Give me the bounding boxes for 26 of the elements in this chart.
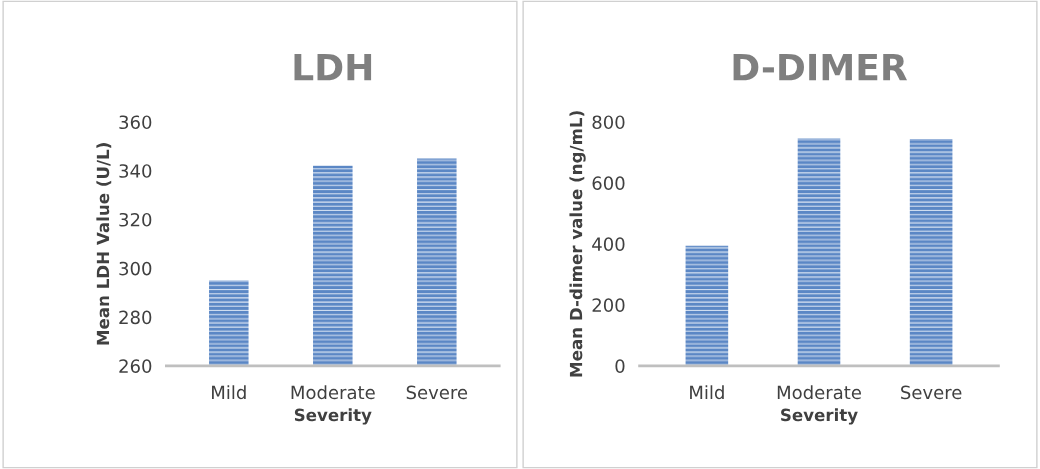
- y-tick-label: 600: [592, 176, 625, 191]
- y-tick-label: 320: [119, 212, 152, 227]
- y-tick-label: 400: [592, 237, 625, 251]
- y-tick-label: 280: [119, 310, 152, 325]
- y-tick-label: 0: [615, 359, 625, 373]
- x-tick-label: Moderate: [291, 385, 375, 400]
- bar: [909, 139, 953, 366]
- y-tick-label: 360: [119, 115, 152, 130]
- x-axis-title: Severity: [294, 408, 372, 425]
- bar: [797, 138, 841, 366]
- x-tick-label: Severe: [901, 385, 962, 400]
- chart-title: LDH: [294, 53, 372, 81]
- y-tick-label: 340: [119, 164, 152, 178]
- y-axis-title: Mean LDH Value (U/L): [96, 143, 112, 345]
- x-tick-label: Moderate: [777, 385, 861, 400]
- x-tick-label: Mild: [690, 385, 724, 400]
- chart-title: D-DIMER: [733, 53, 907, 81]
- y-axis-title: Mean D-dimer value (ng/mL): [569, 111, 586, 377]
- bar: [685, 245, 729, 366]
- y-tick-label: 200: [592, 298, 625, 312]
- y-tick-label: 260: [119, 359, 152, 373]
- x-tick-label: Mild: [212, 385, 246, 400]
- y-tick-label: 800: [592, 115, 625, 130]
- x-axis-title: Severity: [781, 408, 858, 425]
- y-tick-label: 300: [119, 261, 152, 276]
- x-tick-label: Severe: [406, 385, 468, 400]
